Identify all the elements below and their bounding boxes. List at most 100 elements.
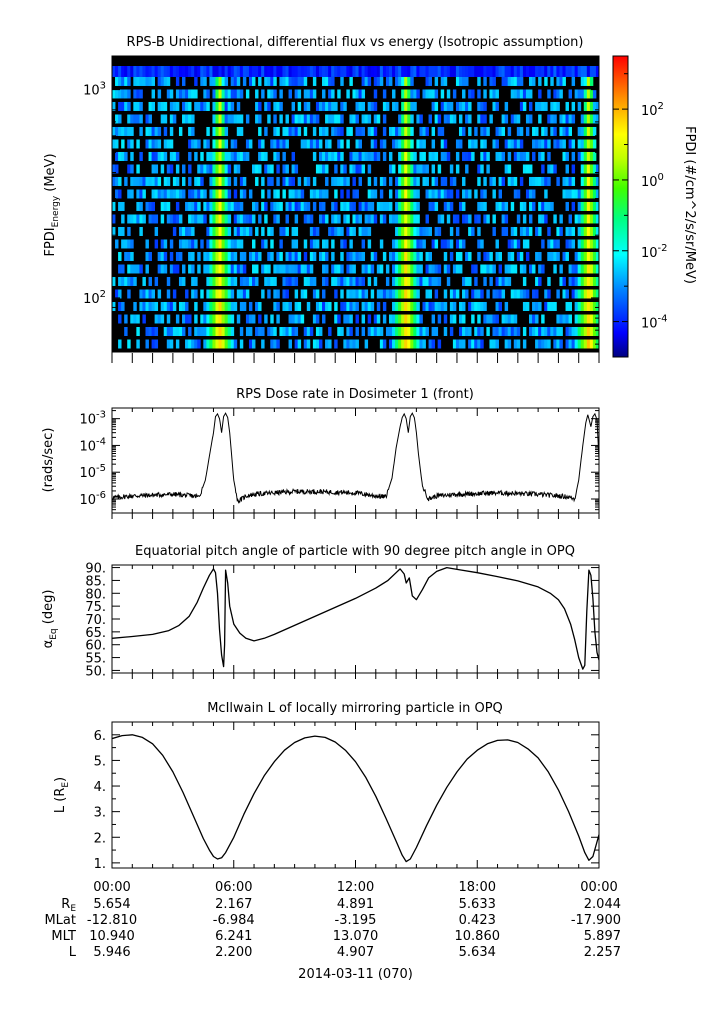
spectrogram-cell (392, 289, 396, 299)
spectrogram-cell (349, 301, 353, 311)
spectrogram-cell (571, 289, 576, 299)
spectrogram-cell (248, 66, 253, 77)
spectrogram-cell (227, 327, 232, 336)
spectrogram-cell (553, 164, 557, 174)
spectrogram-cell (553, 264, 557, 274)
spectrogram-cell (538, 66, 542, 77)
spectrogram-cell (276, 151, 280, 161)
spectrogram-cell (145, 139, 149, 149)
spectrogram-cell (407, 339, 411, 349)
spectrogram-cell (112, 301, 116, 311)
pitch-xaxis (111, 565, 600, 679)
spectrogram-cell (282, 264, 286, 274)
spectrogram-cell (355, 126, 359, 136)
pitch-ytick-label: 70. (85, 613, 106, 628)
spectrogram-cell (191, 114, 195, 124)
spectrogram-cell (346, 289, 350, 299)
spectrogram-cell (358, 226, 362, 236)
spectrogram-cell (465, 114, 469, 124)
spectrogram-cell (477, 164, 481, 174)
spectrogram-cell (306, 339, 311, 349)
spectrogram-cell (398, 276, 402, 286)
spectrogram-cell (404, 239, 408, 249)
spectrogram-cell (382, 66, 387, 77)
spectrogram-cell (118, 89, 122, 99)
spectrogram-cell (395, 66, 399, 77)
spectrogram-cell (358, 276, 362, 286)
spectrogram-cell (434, 201, 439, 211)
spectrogram-cell (398, 151, 402, 161)
spectrogram-cell (571, 276, 576, 286)
spectrogram-cell (322, 239, 326, 249)
spectrogram-cell (431, 164, 436, 174)
spectrogram-cell (583, 314, 588, 324)
spectrogram-cell (367, 301, 372, 311)
spectrogram-cell (568, 226, 572, 236)
spectrogram-cell (172, 151, 177, 161)
spectrogram-cell (322, 301, 326, 311)
spectrogram-cell (449, 251, 454, 261)
spectrogram-cell (178, 251, 183, 261)
spectrogram-cell (139, 114, 143, 124)
spectrogram-cell (239, 289, 244, 299)
spectrogram-cell (261, 239, 265, 249)
spectrogram-cell (443, 301, 448, 311)
spectrogram-cell (297, 114, 302, 124)
spectrogram-cell (556, 66, 560, 77)
spectrogram-cell (148, 214, 152, 224)
spectrogram-cell (592, 164, 597, 174)
spectrogram-cell (419, 314, 423, 324)
spectrogram-cell (212, 201, 216, 211)
spectrogram-cell (510, 89, 515, 99)
spectrogram-cell (361, 126, 366, 136)
spectrogram-cell (367, 176, 372, 186)
spectrogram-cell (151, 327, 156, 336)
spectrogram-cell (346, 126, 350, 136)
spectrogram-cell (331, 214, 335, 224)
pitch-yaxis: 90.85.80.75.70.65.60.55.50. (85, 562, 599, 679)
ephemeris-value: 5.634 (459, 945, 496, 960)
spectrogram-cell (376, 327, 381, 336)
spectrogram-cell (516, 327, 521, 336)
spectrogram-cell (285, 164, 289, 174)
spectrogram-cell (209, 164, 213, 174)
spectrogram-cell (547, 114, 551, 124)
spectrogram-cell (282, 189, 286, 199)
spectrogram-cell (343, 66, 347, 77)
spectrogram-cell (239, 339, 244, 349)
spectrogram-cell (388, 201, 393, 211)
spectrogram-cell (334, 289, 338, 299)
spectrogram-cell (477, 289, 481, 299)
spectrogram-cell (182, 314, 186, 324)
spectrogram-cell (325, 339, 329, 349)
spectrogram-cell (282, 301, 286, 311)
spectrogram-cell (346, 251, 350, 261)
spectrogram-cell (455, 164, 460, 174)
spectrogram-ylabel-sub: Energy (51, 195, 61, 227)
spectrogram-cell (425, 66, 429, 77)
spectrogram-cell (422, 126, 426, 136)
dose-ytick-label: 10-5 (79, 463, 106, 481)
spectrogram-cell (340, 76, 344, 86)
spectrogram-cell (175, 201, 180, 211)
spectrogram-cell (501, 114, 506, 124)
lshell-ytick-label: 2. (94, 831, 106, 846)
spectrogram-cell (580, 126, 585, 136)
spectrogram-cell (468, 126, 472, 136)
spectrogram-cell (458, 251, 463, 261)
spectrogram-cell (498, 201, 502, 211)
spectrogram-cell (519, 226, 524, 236)
ephemeris-label-re: RE (61, 897, 76, 914)
spectrogram-cell (431, 151, 436, 161)
spectrogram-cell (221, 189, 226, 199)
spectrogram-cell (395, 327, 399, 336)
spectrogram-cell (139, 76, 143, 86)
spectrogram-cell (169, 327, 174, 336)
spectrogram-cell (528, 214, 533, 224)
spectrogram-cell (395, 201, 399, 211)
spectrogram-cell (422, 301, 426, 311)
spectrogram-cell (407, 289, 411, 299)
spectrogram-cell (401, 339, 405, 349)
spectrogram-cell (118, 264, 122, 274)
spectrogram-cell (455, 189, 460, 199)
